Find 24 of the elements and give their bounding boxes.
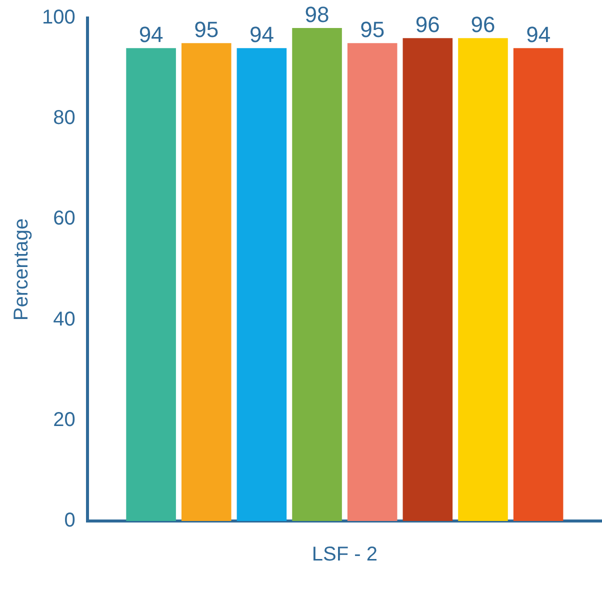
bar [458, 38, 508, 521]
data-label: 98 [304, 2, 330, 28]
y-tick-label: 40 [53, 308, 76, 330]
data-label: 95 [360, 17, 385, 42]
data-label: 95 [194, 17, 219, 42]
y-tick-label: 20 [53, 408, 76, 431]
bar [402, 38, 453, 521]
data-label: 96 [415, 12, 440, 38]
y-tick-label: 100 [42, 6, 76, 29]
data-label: 94 [249, 22, 274, 48]
y-tick-label: 0 [64, 510, 76, 532]
y-tick-label: 60 [53, 208, 76, 230]
y-tick-label: 80 [53, 107, 76, 130]
bar [236, 48, 287, 521]
y-axis-title: Percentage [10, 218, 33, 321]
data-label: 94 [138, 22, 164, 48]
data-label: 96 [470, 12, 496, 38]
bar [292, 28, 342, 521]
bar [513, 48, 564, 521]
x-tick-label: LSF - 2 [312, 544, 378, 566]
bar [181, 43, 232, 521]
bar [126, 48, 176, 521]
data-label: 94 [526, 22, 551, 48]
bar [347, 43, 398, 521]
